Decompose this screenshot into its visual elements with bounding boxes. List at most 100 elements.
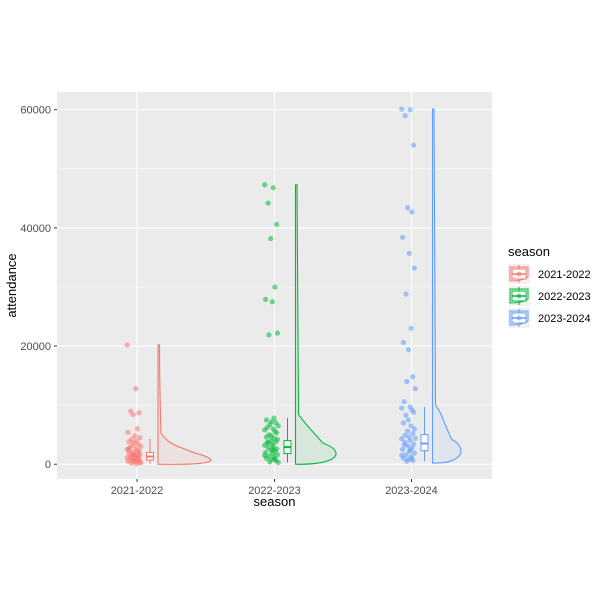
- legend-label: 2021-2022: [538, 269, 591, 281]
- data-point: [399, 234, 406, 240]
- data-point: [405, 205, 411, 211]
- data-point: [408, 423, 414, 429]
- data-point: [131, 452, 137, 458]
- data-point: [137, 435, 143, 441]
- data-point: [404, 458, 410, 464]
- legend-title: season: [508, 244, 550, 259]
- data-point: [262, 296, 269, 302]
- data-point: [270, 446, 276, 453]
- density-curve: [294, 184, 337, 465]
- legend: season 2021-2022 2022-2023 2023-2024: [508, 244, 591, 328]
- data-point: [267, 459, 273, 465]
- series-2021-2022: [124, 342, 212, 467]
- data-point: [404, 378, 410, 385]
- y-tick-label: 40000: [20, 223, 51, 235]
- data-point: [138, 459, 144, 466]
- legend-label: 2023-2024: [538, 313, 591, 325]
- data-point: [399, 405, 405, 411]
- data-point: [133, 386, 139, 392]
- data-point: [400, 420, 406, 426]
- data-point: [133, 461, 140, 467]
- y-tick-label: 60000: [20, 105, 51, 117]
- data-point: [409, 455, 415, 461]
- data-point: [405, 417, 412, 423]
- data-point: [410, 430, 416, 437]
- data-point: [410, 374, 416, 380]
- series-2023-2024: [399, 106, 462, 464]
- data-point: [124, 342, 130, 348]
- data-point: [274, 221, 280, 227]
- data-point: [399, 452, 405, 458]
- x-tick-label: 2021-2022: [111, 485, 164, 497]
- data-point: [411, 409, 417, 415]
- legend-entry: 2023-2024: [508, 308, 591, 328]
- data-point: [263, 417, 269, 423]
- x-tick-label: 2023-2024: [385, 485, 438, 497]
- data-point: [275, 459, 281, 466]
- data-point: [268, 235, 274, 242]
- chart-marks: [124, 106, 462, 467]
- data-point: [407, 447, 413, 453]
- data-point: [136, 410, 142, 416]
- y-tick-label: 20000: [20, 341, 51, 353]
- data-point: [406, 250, 412, 256]
- data-point: [405, 347, 412, 353]
- data-point: [265, 200, 271, 206]
- legend-key-point: [516, 315, 522, 321]
- density-curve: [157, 344, 212, 465]
- legend-key-point: [516, 293, 522, 299]
- data-point: [409, 209, 415, 215]
- data-point: [272, 284, 278, 290]
- series-2022-2023: [262, 182, 337, 466]
- data-point: [134, 426, 140, 432]
- data-point: [401, 442, 407, 448]
- density-curve: [431, 108, 462, 464]
- data-point: [399, 436, 405, 442]
- data-point: [270, 185, 276, 191]
- legend-label: 2022-2023: [538, 291, 591, 303]
- x-axis: 2021-2022 2022-2023 2023-2024: [111, 479, 438, 497]
- data-point: [126, 446, 132, 452]
- data-point: [412, 435, 418, 441]
- data-point: [262, 452, 268, 458]
- data-point: [126, 439, 132, 445]
- data-point: [269, 299, 275, 305]
- data-point: [400, 339, 406, 346]
- data-point: [266, 332, 272, 338]
- y-tick-label: 0: [45, 459, 51, 471]
- data-point: [411, 265, 418, 271]
- data-point: [275, 423, 281, 429]
- data-point: [411, 426, 418, 432]
- data-point: [401, 399, 407, 405]
- data-point: [399, 446, 406, 453]
- x-tick-label: 2022-2023: [248, 485, 301, 497]
- data-point: [262, 182, 268, 188]
- data-point: [402, 432, 408, 438]
- data-point: [138, 443, 144, 450]
- data-point: [132, 433, 138, 439]
- legend-entry: 2021-2022: [508, 264, 591, 284]
- data-point: [411, 142, 417, 148]
- y-axis-title: attendance: [4, 253, 19, 317]
- data-point: [274, 430, 280, 436]
- legend-entry: 2022-2023: [508, 286, 591, 306]
- data-point: [403, 412, 409, 418]
- data-point: [274, 330, 281, 336]
- data-point: [408, 325, 414, 331]
- data-point: [411, 450, 418, 456]
- data-point: [403, 291, 409, 297]
- data-point: [272, 456, 278, 462]
- y-axis: 0 20000 40000 60000: [20, 105, 57, 471]
- data-point: [412, 386, 418, 392]
- data-point: [399, 106, 405, 112]
- data-point: [262, 427, 268, 433]
- x-axis-title: season: [254, 494, 296, 509]
- data-point: [263, 434, 269, 440]
- data-point: [402, 113, 408, 119]
- data-point: [125, 429, 131, 435]
- legend-key-point: [516, 271, 522, 277]
- data-point: [129, 458, 135, 464]
- data-point: [405, 428, 411, 434]
- data-point: [130, 411, 136, 418]
